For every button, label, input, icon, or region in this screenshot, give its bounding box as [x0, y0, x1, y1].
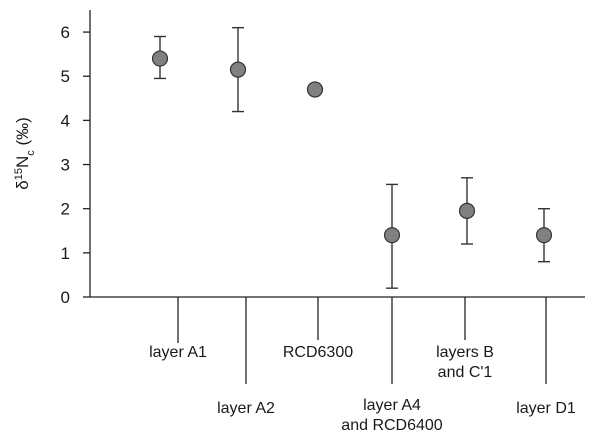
- ylabel-unit: (‰): [13, 117, 32, 150]
- y-tick-label: 3: [61, 156, 70, 175]
- y-tick-label: 6: [61, 23, 70, 42]
- category-label-line: layer A4: [363, 397, 421, 414]
- category-label: RCD6300: [283, 344, 353, 361]
- category-labels: layer A1 layer A2 RCD6300 layer A4 and RCD64…: [149, 344, 576, 434]
- category-label-line: and C'1: [438, 364, 493, 381]
- category-label: layer A2: [217, 400, 275, 417]
- category-leader-lines: [177, 297, 547, 384]
- ylabel-superscript: 15: [13, 168, 25, 180]
- category-label: layers B and C'1: [436, 344, 494, 381]
- category-label-line: layers B: [436, 344, 494, 361]
- data-point: [535, 227, 553, 244]
- data-point: [229, 61, 247, 78]
- y-tick-label: 2: [61, 200, 70, 219]
- ylabel-main: N: [13, 156, 32, 168]
- category-label: layer A4 and RCD6400: [341, 397, 443, 434]
- data-points: [151, 50, 553, 244]
- category-label-line: and RCD6400: [341, 417, 443, 434]
- y-tick-label: 0: [61, 288, 70, 307]
- category-label-line: layer D1: [516, 400, 576, 417]
- data-point: [151, 50, 169, 67]
- category-label-line: layer A1: [149, 344, 207, 361]
- category-label: layer D1: [516, 400, 576, 417]
- data-point: [306, 81, 324, 98]
- category-label-line: RCD6300: [283, 344, 353, 361]
- y-tick-label: 1: [61, 244, 70, 263]
- y-tick-label: 4: [61, 111, 70, 130]
- y-axis-title: δ15Nc (‰): [13, 117, 37, 190]
- axes: [89, 10, 585, 298]
- data-point: [383, 227, 401, 244]
- data-point: [458, 202, 476, 219]
- error-bars: [154, 26, 550, 289]
- category-label-line: layer A2: [217, 400, 275, 417]
- ylabel-subscript: c: [25, 150, 37, 156]
- y-tick-label: 5: [61, 67, 70, 86]
- y-ticks: 0 1 2 3 4 5 6: [61, 23, 90, 307]
- ylabel-delta: δ: [13, 180, 32, 189]
- category-label: layer A1: [149, 344, 207, 361]
